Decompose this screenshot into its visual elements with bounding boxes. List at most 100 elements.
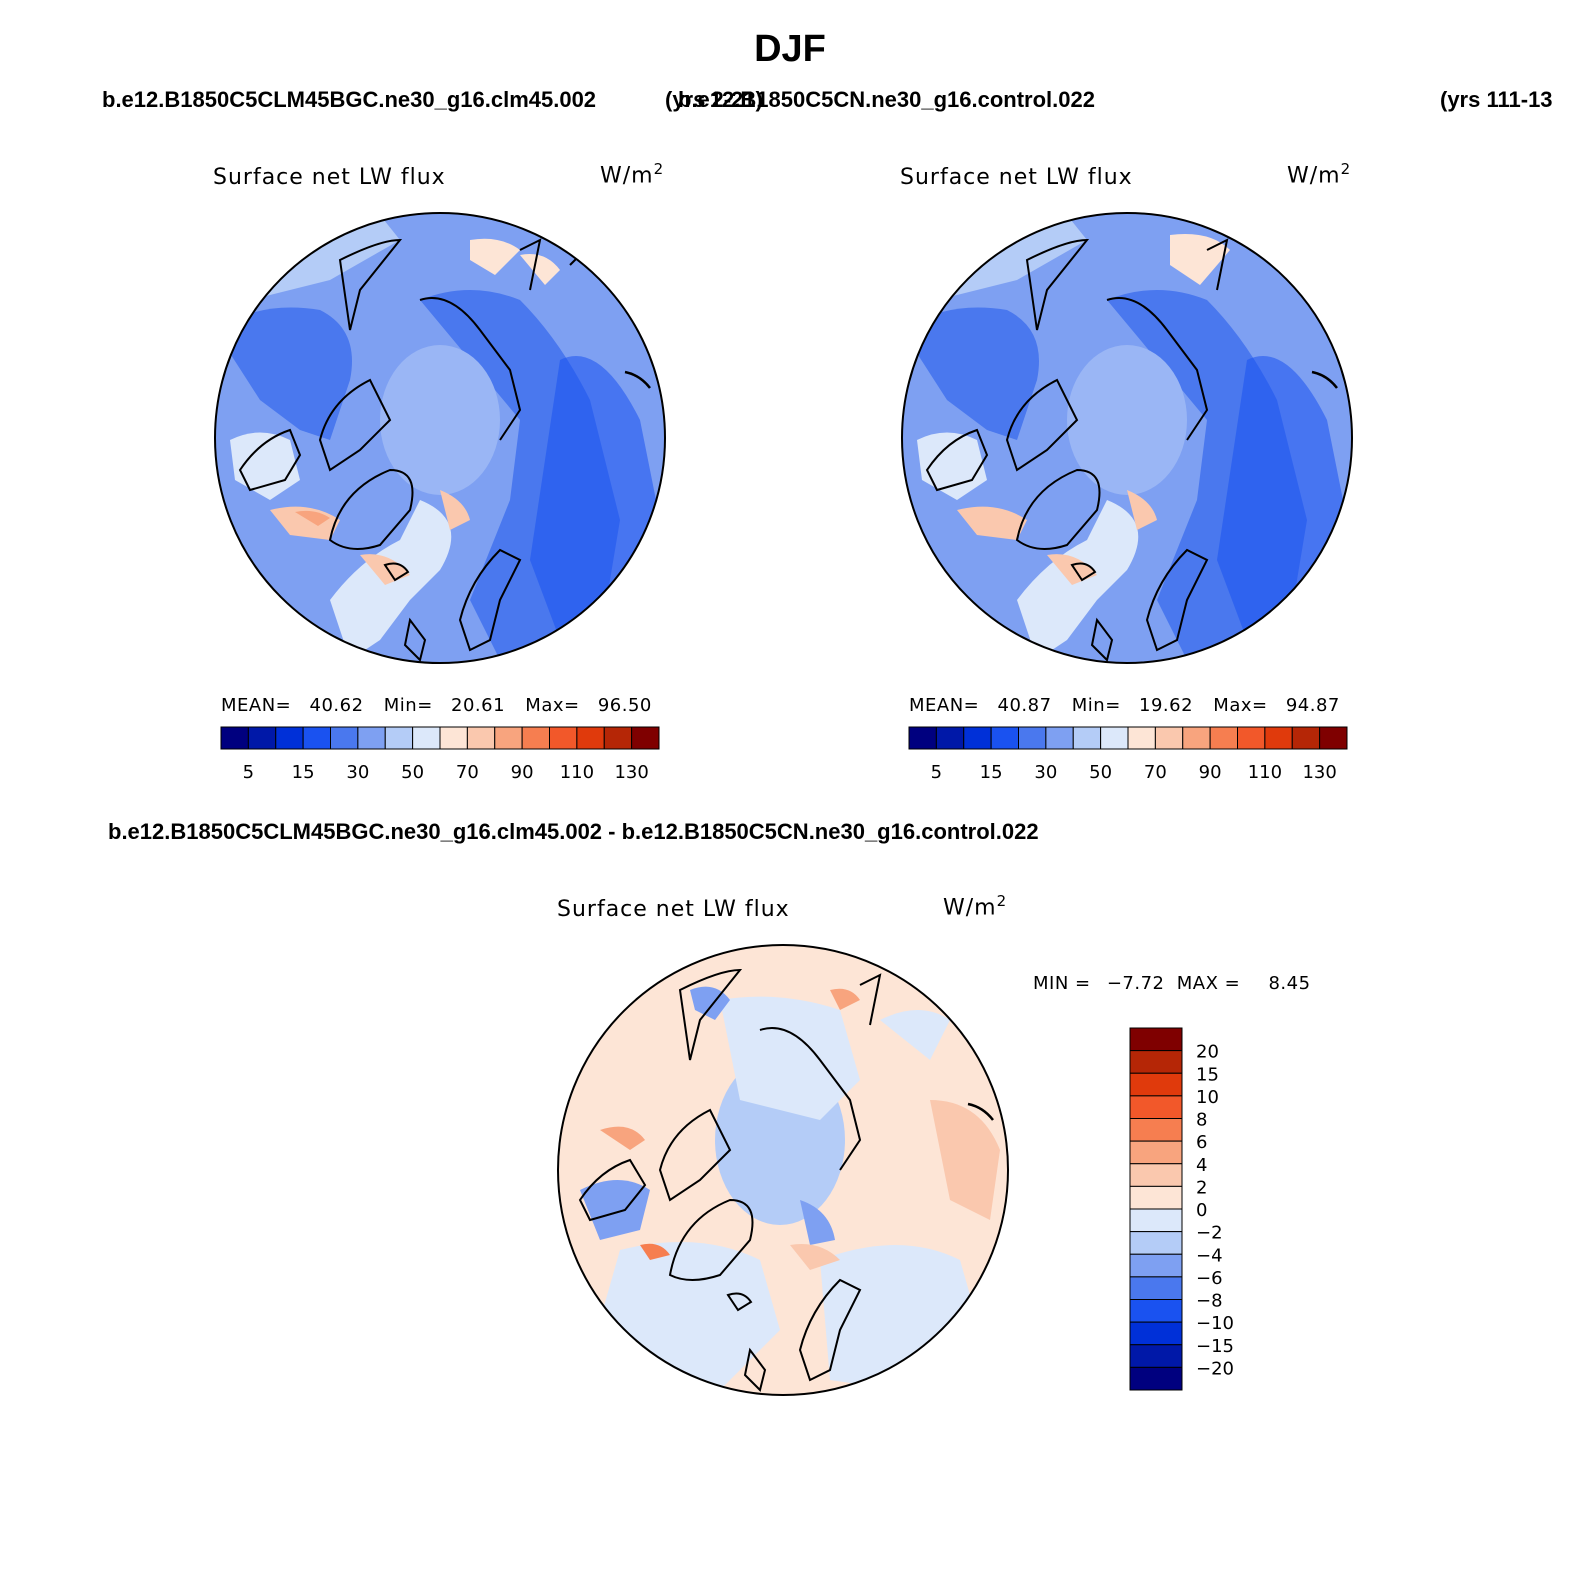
panel3-colorbar-tick-label: −6 xyxy=(1196,1268,1223,1289)
panel2-map-border xyxy=(901,212,1353,664)
panel2-coastline xyxy=(1090,617,1114,662)
panel1-min-label: Min= xyxy=(383,695,433,716)
panel3-contour xyxy=(580,1180,650,1240)
panel3-coastline xyxy=(743,1347,767,1392)
panel1-mean-label: MEAN= xyxy=(221,695,292,716)
panel3-coastline xyxy=(859,973,882,1026)
panel2-mean: 40.87 xyxy=(997,695,1052,716)
case-a-name: b.e12.B1850C5CLM45BGC.ne30_g16.clm45.002 xyxy=(102,87,597,112)
panel1-colorbar-tick-label: 5 xyxy=(243,762,254,783)
panel2-colorbar-box xyxy=(1264,726,1293,750)
panel1-mean: 40.62 xyxy=(309,695,364,716)
panel2-colorbar-tick-label: 90 xyxy=(1199,762,1222,783)
panel3-colorbar-tick-label: −4 xyxy=(1196,1245,1223,1266)
panel1-colorbar-box xyxy=(521,726,550,750)
panel1-colorbar: 5 15 30 50 70 90 110 130 xyxy=(220,726,660,783)
panel2-colorbar-box xyxy=(1127,726,1156,750)
panel3-colorbar-box xyxy=(1129,1299,1183,1323)
panel1-colorbar-box xyxy=(357,726,386,750)
panel3-coastline xyxy=(678,968,743,1061)
panel1-coastline xyxy=(624,370,651,389)
panel2-colorbar-tick-label: 70 xyxy=(1144,762,1167,783)
panel3-units: W/m2 xyxy=(943,892,1008,921)
panel3-colorbar-box xyxy=(1129,1140,1183,1165)
panel2-colorbar-box xyxy=(1209,726,1238,750)
panel3-colorbar-box xyxy=(1129,1366,1183,1391)
panel2-colorbar-box xyxy=(990,726,1019,750)
panel3-colorbar-box xyxy=(1129,1231,1183,1255)
panel2-contour xyxy=(902,307,1039,440)
panel1-colorbar-tick-label: 15 xyxy=(292,762,315,783)
panel3-colorbar-box xyxy=(1129,1050,1183,1074)
panel1-colorbar-box xyxy=(275,726,304,750)
panel2-colorbar-tick-label: 5 xyxy=(931,762,942,783)
panel2-coastline xyxy=(1206,238,1229,291)
panel3-map-border xyxy=(557,944,1009,1396)
case-b-name: b.e12.B1850C5CN.ne30_g16.control.022 xyxy=(678,87,1095,112)
panel2-coastline xyxy=(1005,378,1079,472)
panel1-colorbar-box xyxy=(494,726,523,750)
panel1-map xyxy=(214,212,666,664)
panel1-colorbar-box xyxy=(576,726,605,750)
panel1-colorbar-box xyxy=(603,726,633,750)
panel1-colorbar-box xyxy=(330,726,359,750)
panel3-coastline xyxy=(967,1102,994,1121)
panel1-contour xyxy=(440,490,470,530)
panel1-max: 96.50 xyxy=(597,695,652,716)
panel1-coastline xyxy=(519,238,542,291)
panel3-title: Surface net LW flux xyxy=(557,897,790,922)
panel1-contour xyxy=(470,238,520,275)
panel3-colorbar-tick-label: −10 xyxy=(1196,1313,1234,1334)
panel3-stats: MIN = −7.72 MAX = 8.45 xyxy=(1033,973,1311,994)
panel1-coastline xyxy=(328,468,414,550)
panel1-colorbar-box xyxy=(549,726,578,750)
panel2-max: 94.87 xyxy=(1285,695,1340,716)
panel1-colorbar-tick-label: 70 xyxy=(456,762,479,783)
panel2-coastline xyxy=(1070,562,1097,582)
panel3-colorbar-tick-label: 0 xyxy=(1196,1200,1207,1221)
panel1-colorbar-box xyxy=(247,726,277,750)
panel3-colorbar-tick-label: −15 xyxy=(1196,1336,1234,1357)
panel1-colorbar-tick-label: 130 xyxy=(614,762,648,783)
panel1-min: 20.61 xyxy=(451,695,506,716)
panel2-colorbar-tick-label: 110 xyxy=(1248,762,1282,783)
panel3-contour xyxy=(720,996,860,1120)
panel3-coastline xyxy=(726,1292,753,1312)
panel2-colorbar-tick-label: 130 xyxy=(1302,762,1336,783)
figure-title: DJF xyxy=(754,28,826,70)
panel2-colorbar-box xyxy=(1237,726,1266,750)
difference-title: b.e12.B1850C5CLM45BGC.ne30_g16.clm45.002… xyxy=(108,819,1039,844)
panel2-contour xyxy=(1127,490,1157,530)
panel2-mean-label: MEAN= xyxy=(909,695,980,716)
panel1-max-label: Max= xyxy=(525,695,580,716)
case-a-years: (yrs 2-21) xyxy=(665,87,763,112)
panel1-colorbar-box xyxy=(412,726,441,750)
panel1-coastline xyxy=(403,617,427,662)
panel2-contour xyxy=(957,506,1027,540)
panel2-coastline xyxy=(925,428,989,492)
panel3-colorbar-tick-label: 4 xyxy=(1196,1155,1207,1176)
panel3-colorbar-tick-label: 10 xyxy=(1196,1087,1219,1108)
panel3-colorbar-box xyxy=(1129,1072,1183,1097)
panel2-colorbar-tick-label: 30 xyxy=(1034,762,1057,783)
panel3-colorbar-tick-label: −8 xyxy=(1196,1291,1223,1312)
panel1-contour xyxy=(520,254,560,285)
panel3-contour xyxy=(640,1243,670,1260)
panel2-colorbar: 5 15 30 50 70 90 110 130 xyxy=(908,726,1348,783)
panel2-colorbar-box xyxy=(1018,726,1047,750)
panel3-contour xyxy=(830,988,860,1010)
panel3-contour xyxy=(880,1010,950,1060)
case-b-years: (yrs 111-13 xyxy=(1440,87,1553,112)
panel1-coastline xyxy=(458,548,522,652)
panel3-colorbar-box xyxy=(1129,1208,1183,1233)
panel2-coastline xyxy=(1311,370,1338,389)
panel2-min: 19.62 xyxy=(1139,695,1194,716)
panel1-coastline xyxy=(238,428,302,492)
panel3-colorbar-tick-label: 6 xyxy=(1196,1132,1207,1153)
panel3-coastline xyxy=(578,1158,647,1222)
panel3-max-label: MAX = xyxy=(1176,973,1241,994)
panel3-colorbar-box xyxy=(1129,1185,1183,1210)
panel3-colorbar-box xyxy=(1129,1118,1183,1142)
